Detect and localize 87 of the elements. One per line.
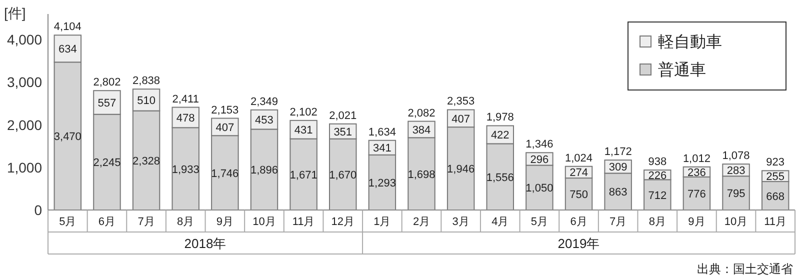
- total-label: 1,172: [604, 146, 632, 158]
- total-label: 2,802: [93, 76, 121, 89]
- data-label: 236: [688, 166, 706, 179]
- y-tick-label: 3,000: [6, 74, 42, 90]
- data-label: 341: [373, 142, 392, 155]
- data-label: 453: [255, 114, 274, 127]
- data-label: 1,671: [290, 169, 318, 182]
- total-label: 1,024: [565, 152, 593, 164]
- total-label: 923: [766, 156, 785, 169]
- total-label: 1,012: [682, 152, 710, 165]
- total-label: 2,021: [329, 110, 357, 122]
- data-label: 668: [766, 190, 785, 203]
- x-tick-label: 5月: [530, 216, 548, 228]
- data-label: 1,946: [447, 164, 475, 176]
- total-label: 2,353: [447, 96, 475, 108]
- x-tick-label: 8月: [648, 216, 666, 228]
- data-label: 3,470: [54, 131, 82, 144]
- y-tick-label: 4,000: [6, 32, 42, 48]
- data-label: 1,698: [408, 168, 436, 181]
- data-label: 795: [726, 188, 746, 200]
- y-tick-label: 1,000: [6, 159, 42, 176]
- x-tick-label: 8月: [177, 216, 194, 228]
- data-label: 309: [608, 162, 628, 174]
- x-tick-label: 6月: [98, 216, 116, 228]
- x-tick-label: 12月: [331, 216, 354, 228]
- data-label: 478: [176, 112, 195, 124]
- x-tick-label: 6月: [570, 216, 588, 228]
- data-label: 226: [648, 170, 667, 182]
- data-label: 296: [530, 154, 549, 166]
- data-label: 431: [294, 124, 313, 137]
- data-label: 557: [98, 97, 116, 110]
- text: 2018年: [184, 236, 226, 251]
- x-tick-label: 7月: [138, 216, 155, 228]
- legend-label: 普通車: [658, 61, 706, 79]
- x-tick-label: 5月: [59, 216, 76, 228]
- source-note: 出典：国土交通省: [697, 262, 793, 276]
- x-tick-label: 1月: [374, 216, 391, 228]
- data-label: 274: [570, 167, 588, 180]
- data-label: 2,328: [132, 155, 160, 168]
- total-label: 2,082: [408, 107, 436, 120]
- y-tick-label: 0: [34, 202, 42, 218]
- y-axis-title: [件]: [4, 5, 26, 21]
- total-label: 2,349: [250, 96, 278, 108]
- total-label: 2,153: [211, 104, 239, 116]
- data-label: 407: [216, 122, 234, 134]
- total-label: 2,838: [132, 75, 160, 88]
- data-label: 510: [137, 94, 156, 107]
- x-tick-label: 11月: [292, 216, 315, 228]
- data-label: 1,293: [368, 177, 396, 190]
- data-label: 1,933: [172, 164, 200, 176]
- total-label: 1,346: [526, 138, 554, 151]
- data-label: 384: [412, 124, 431, 136]
- data-label: 712: [648, 190, 667, 202]
- x-tick-label: 9月: [216, 216, 234, 228]
- total-label: 1,978: [486, 112, 514, 124]
- data-label: 750: [570, 189, 588, 202]
- total-label: 1,078: [722, 150, 750, 162]
- data-label: 283: [726, 165, 746, 178]
- x-tick-label: 7月: [610, 216, 627, 228]
- legend-label: 軽自動車: [658, 33, 722, 51]
- data-label: 407: [452, 113, 470, 126]
- total-label: 2,411: [172, 93, 199, 106]
- data-label: 1,556: [486, 172, 514, 184]
- data-label: 863: [608, 186, 628, 199]
- data-label: 1,050: [526, 182, 554, 195]
- y-tick-label: 2,000: [6, 116, 42, 133]
- data-label: 2,245: [93, 157, 121, 170]
- x-tick-label: 10月: [252, 216, 276, 228]
- data-label: 1,670: [329, 169, 357, 182]
- data-label: 634: [58, 44, 77, 56]
- data-label: 351: [334, 126, 352, 138]
- data-label: 255: [766, 171, 785, 184]
- total-label: 2,102: [290, 106, 318, 118]
- x-tick-label: 11月: [764, 216, 787, 228]
- data-label: 1,896: [250, 164, 278, 177]
- x-tick-label: 9月: [688, 216, 706, 228]
- data-label: 1,746: [211, 168, 239, 180]
- x-tick-label: 10月: [724, 216, 748, 228]
- total-label: 1,634: [368, 126, 396, 138]
- total-label: 4,104: [54, 21, 82, 34]
- x-tick-label: 2月: [412, 216, 430, 228]
- total-label: 938: [648, 156, 667, 168]
- x-tick-label: 3月: [452, 216, 470, 228]
- x-tick-label: 4月: [492, 216, 509, 228]
- text: 2019年: [558, 236, 600, 251]
- data-label: 422: [490, 130, 510, 142]
- data-label: 776: [688, 188, 706, 200]
